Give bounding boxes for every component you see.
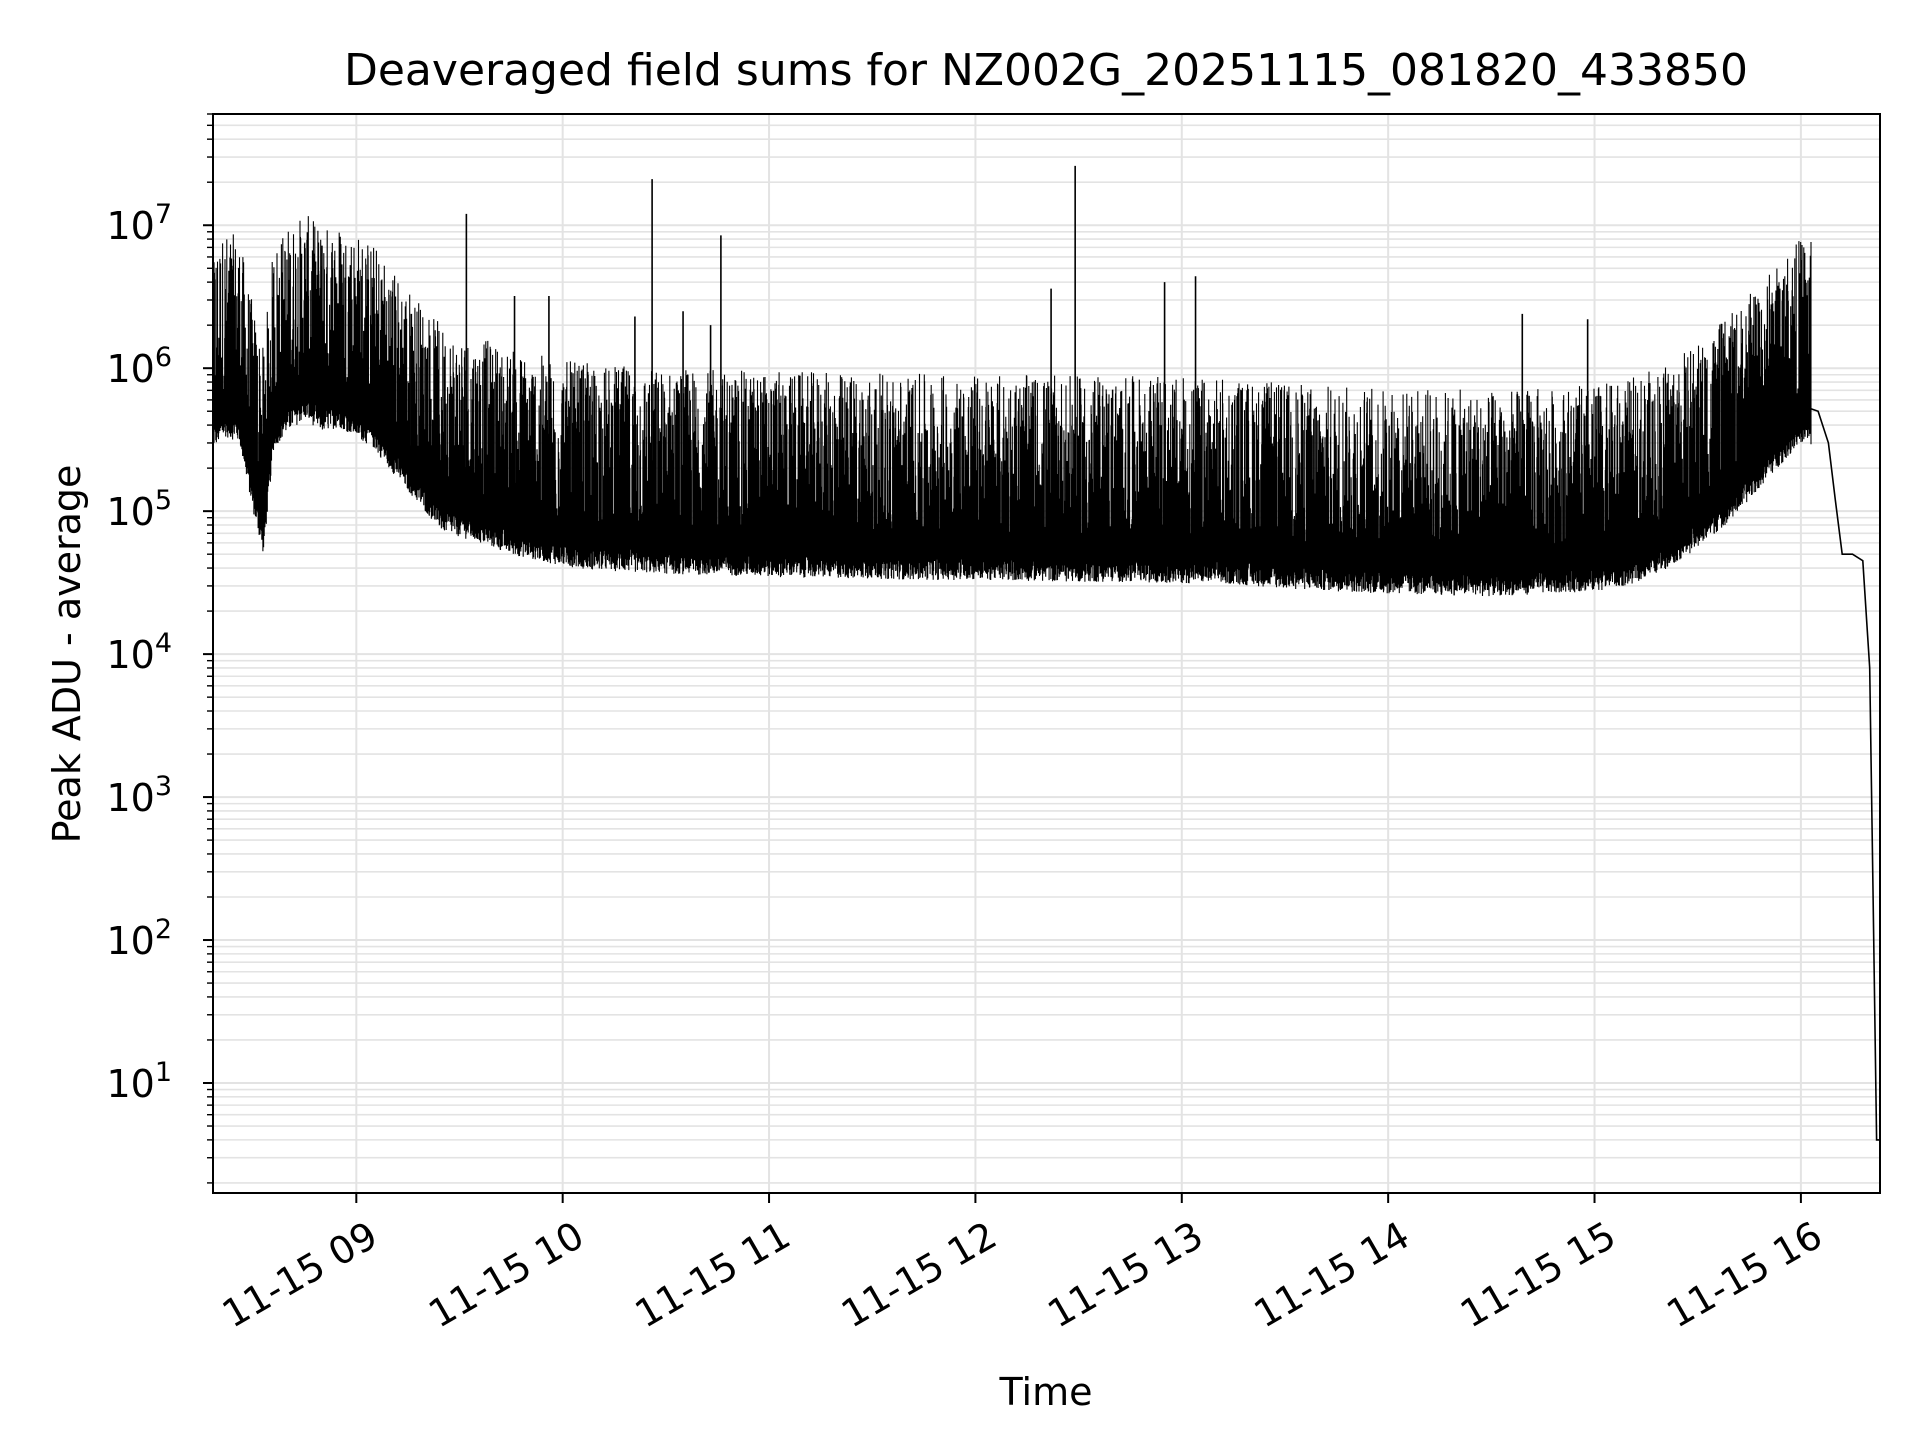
x-tick-label: 11-15 10 (421, 1213, 591, 1337)
chart-title: Deaveraged field sums for NZ002G_2025111… (344, 45, 1748, 96)
x-tick-label: 11-15 11 (628, 1213, 798, 1337)
x-tick-label: 11-15 13 (1040, 1213, 1210, 1337)
y-tick-label: 105 (106, 485, 172, 534)
y-tick-label: 102 (106, 914, 172, 963)
x-tick-label: 11-15 12 (834, 1213, 1004, 1337)
y-tick-label: 106 (106, 342, 172, 391)
ticks: 101 102 103 104 105 106 107 11-15 09 11-15 10 11-… (106, 113, 1829, 1337)
y-axis-label: Peak ADU - average (45, 465, 89, 844)
x-tick-label: 11-15 14 (1247, 1213, 1417, 1337)
y-tick-label: 104 (106, 628, 172, 677)
x-tick-label: 11-15 09 (215, 1213, 385, 1337)
x-tick-label: 11-15 15 (1453, 1213, 1623, 1337)
y-tick-label: 101 (106, 1057, 172, 1106)
x-axis-label: Time (999, 1370, 1093, 1414)
series-noise (212, 216, 1812, 597)
y-tick-label: 107 (106, 199, 172, 248)
x-tick-label: 11-15 16 (1659, 1213, 1829, 1337)
y-tick-label: 103 (106, 771, 172, 820)
series-layer (212, 165, 1880, 1141)
grid (213, 113, 1880, 1193)
